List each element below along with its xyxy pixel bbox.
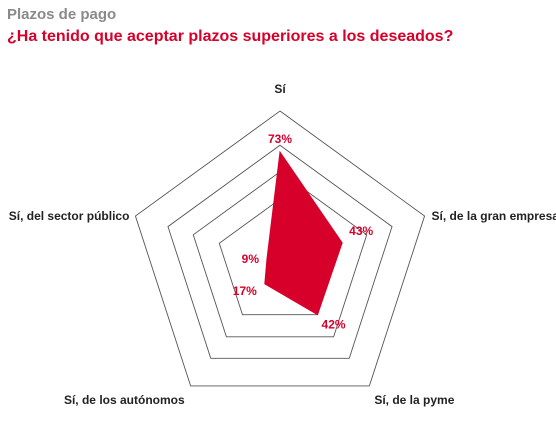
value-label-1: 73%: [268, 132, 292, 146]
series-area: [264, 150, 343, 316]
axis-label-4: Sí, de los autónomos: [64, 393, 185, 407]
value-label-5: 9%: [242, 252, 260, 266]
axis-label-1: Sí: [274, 82, 286, 96]
chart-title: Plazos de pago: [7, 6, 117, 23]
axis-label-3: Sí, de la pyme: [374, 393, 454, 407]
value-label-3: 42%: [322, 318, 346, 332]
value-label-2: 43%: [349, 224, 373, 238]
grid-ring-2: [167, 144, 393, 359]
axis-label-2: Sí, de la gran empresa: [432, 209, 556, 223]
grid-ring-1: [134, 110, 426, 387]
value-label-4: 17%: [233, 284, 257, 298]
grid-ring-3: [192, 171, 368, 338]
axis-label-5: Sí, del sector público: [9, 209, 130, 223]
chart-subtitle: ¿Ha tenido que aceptar plazos superiores…: [7, 28, 454, 45]
